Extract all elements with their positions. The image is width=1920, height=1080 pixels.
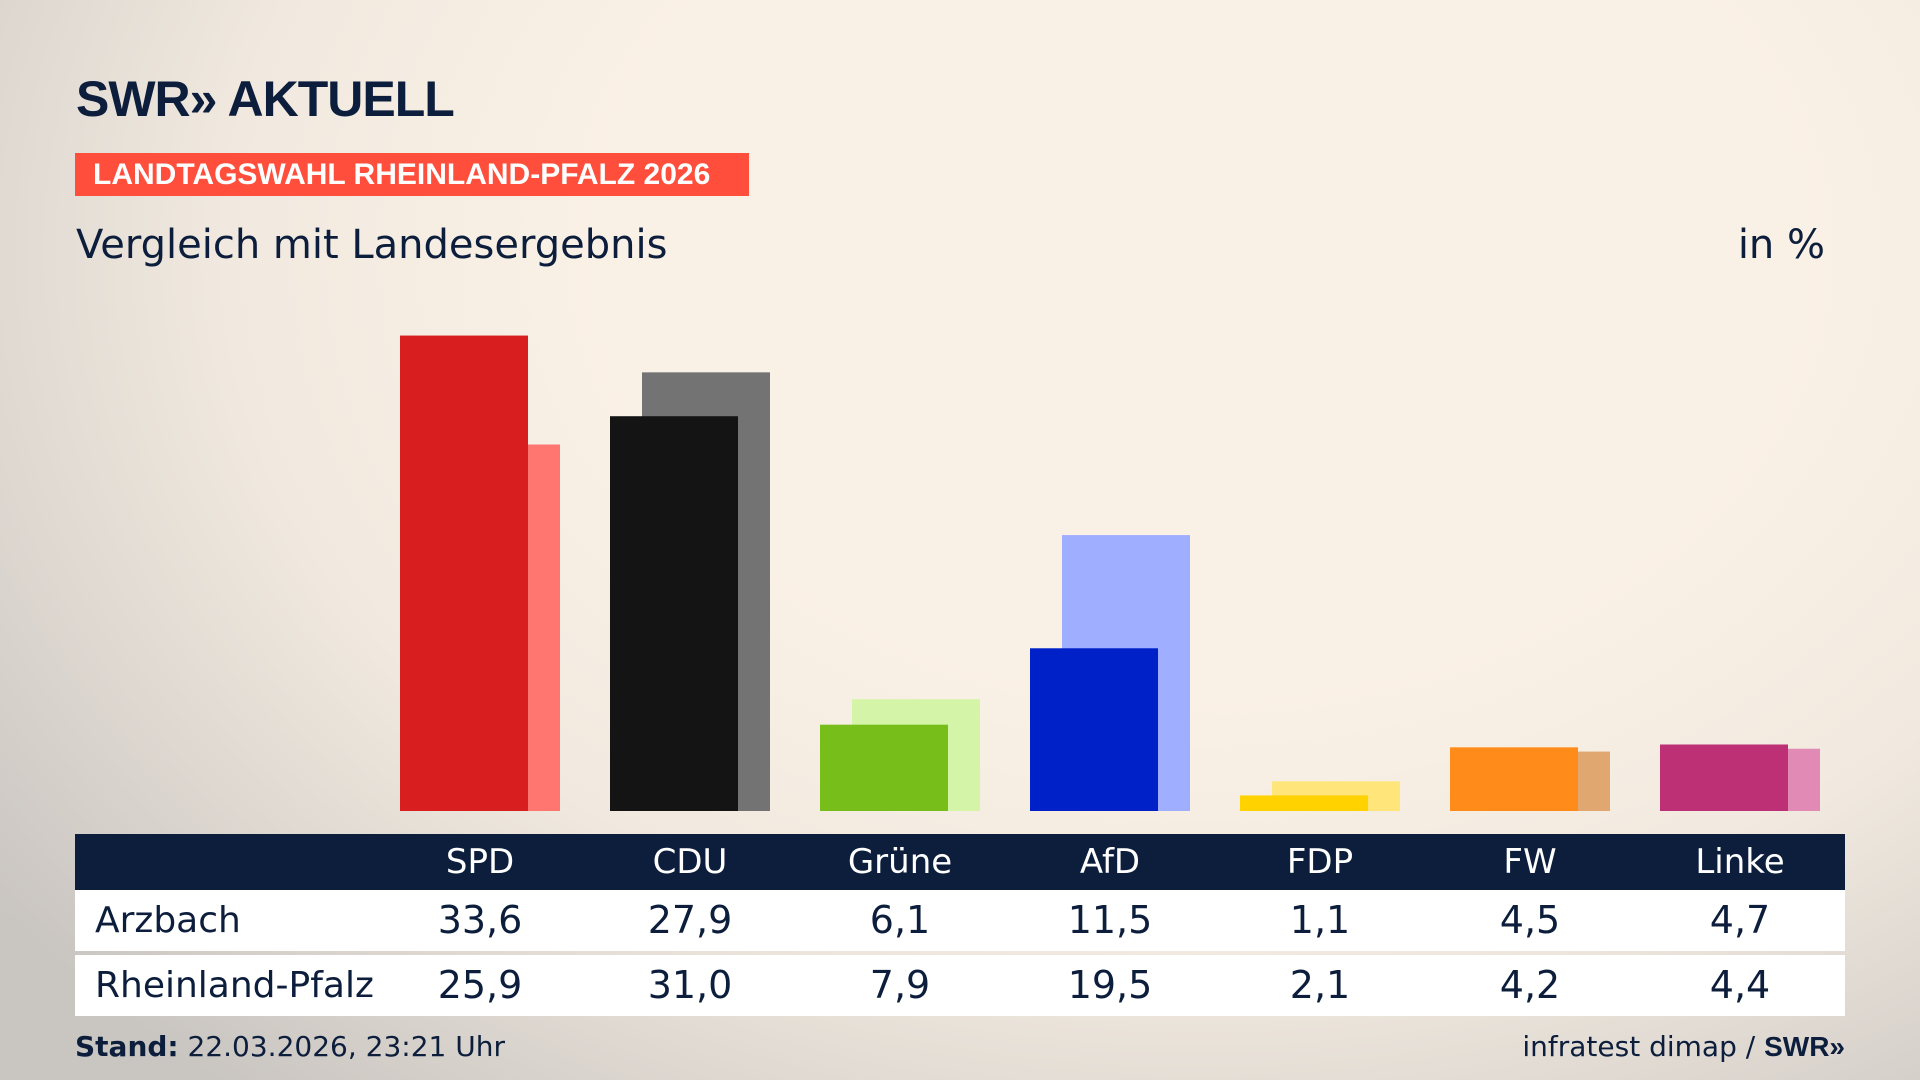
bar-spd-local	[400, 335, 528, 811]
table-cell: 4,5	[1499, 898, 1561, 942]
table-header: SPD CDU Grüne AfD FDP FW Linke	[75, 834, 1845, 890]
table-cell: 33,6	[437, 898, 523, 942]
table-cell: 7,9	[869, 963, 931, 1007]
table-cell: 19,5	[1067, 963, 1153, 1007]
column-header: Grüne	[847, 842, 953, 882]
bar-fdp-local	[1240, 795, 1368, 811]
table-cell: 11,5	[1067, 898, 1153, 942]
table-cell: 6,1	[869, 898, 931, 942]
results-table: SPD CDU Grüne AfD FDP FW Linke Arzbach 33,6 27,…	[75, 834, 1845, 1020]
column-header: FDP	[1286, 842, 1354, 882]
chart-subtitle: Vergleich mit Landesergebnis	[76, 222, 668, 268]
table-cell: 4,4	[1709, 963, 1771, 1007]
stand-label: Stand:	[75, 1030, 179, 1063]
column-header: CDU	[652, 842, 728, 882]
bar-linke-local	[1660, 744, 1788, 811]
source-text: infratest dimap /	[1522, 1030, 1765, 1063]
table-cell: 1,1	[1289, 898, 1351, 942]
stand-value: 22.03.2026, 23:21 Uhr	[178, 1030, 505, 1063]
bar-grüne-local	[820, 724, 948, 811]
row-label: Arzbach	[95, 900, 241, 941]
column-header: FW	[1503, 842, 1557, 882]
unit-label: in %	[1737, 222, 1825, 268]
swr-logo: SWR»	[1764, 1031, 1845, 1062]
bar-fw-local	[1450, 747, 1578, 811]
bar-chart	[400, 335, 1820, 811]
table-cell: 4,7	[1709, 898, 1771, 942]
table-row: Arzbach 33,6 27,9 6,1 11,5 1,1 4,5 4,7	[75, 890, 1845, 951]
election-banner: LANDTAGSWAHL RHEINLAND-PFALZ 2026	[75, 153, 749, 196]
timestamp: Stand: 22.03.2026, 23:21 Uhr	[75, 1030, 505, 1063]
source: infratest dimap / SWR»	[1522, 1030, 1845, 1063]
column-header: SPD	[445, 842, 515, 882]
row-label: Rheinland-Pfalz	[95, 965, 374, 1006]
bar-cdu-local	[610, 416, 738, 811]
table-cell: 2,1	[1289, 963, 1351, 1007]
table-row: Rheinland-Pfalz 25,9 31,0 7,9 19,5 2,1 4,2 4,4	[75, 955, 1845, 1016]
table-cell: 27,9	[647, 898, 733, 942]
swr-aktuell-logo: SWR» AKTUELL	[76, 71, 455, 127]
bar-afd-local	[1030, 648, 1158, 811]
table-cell: 25,9	[437, 963, 523, 1007]
table-cell: 31,0	[647, 963, 733, 1007]
table-cell: 4,2	[1499, 963, 1561, 1007]
column-header: AfD	[1079, 842, 1141, 882]
column-header: Linke	[1695, 842, 1785, 882]
